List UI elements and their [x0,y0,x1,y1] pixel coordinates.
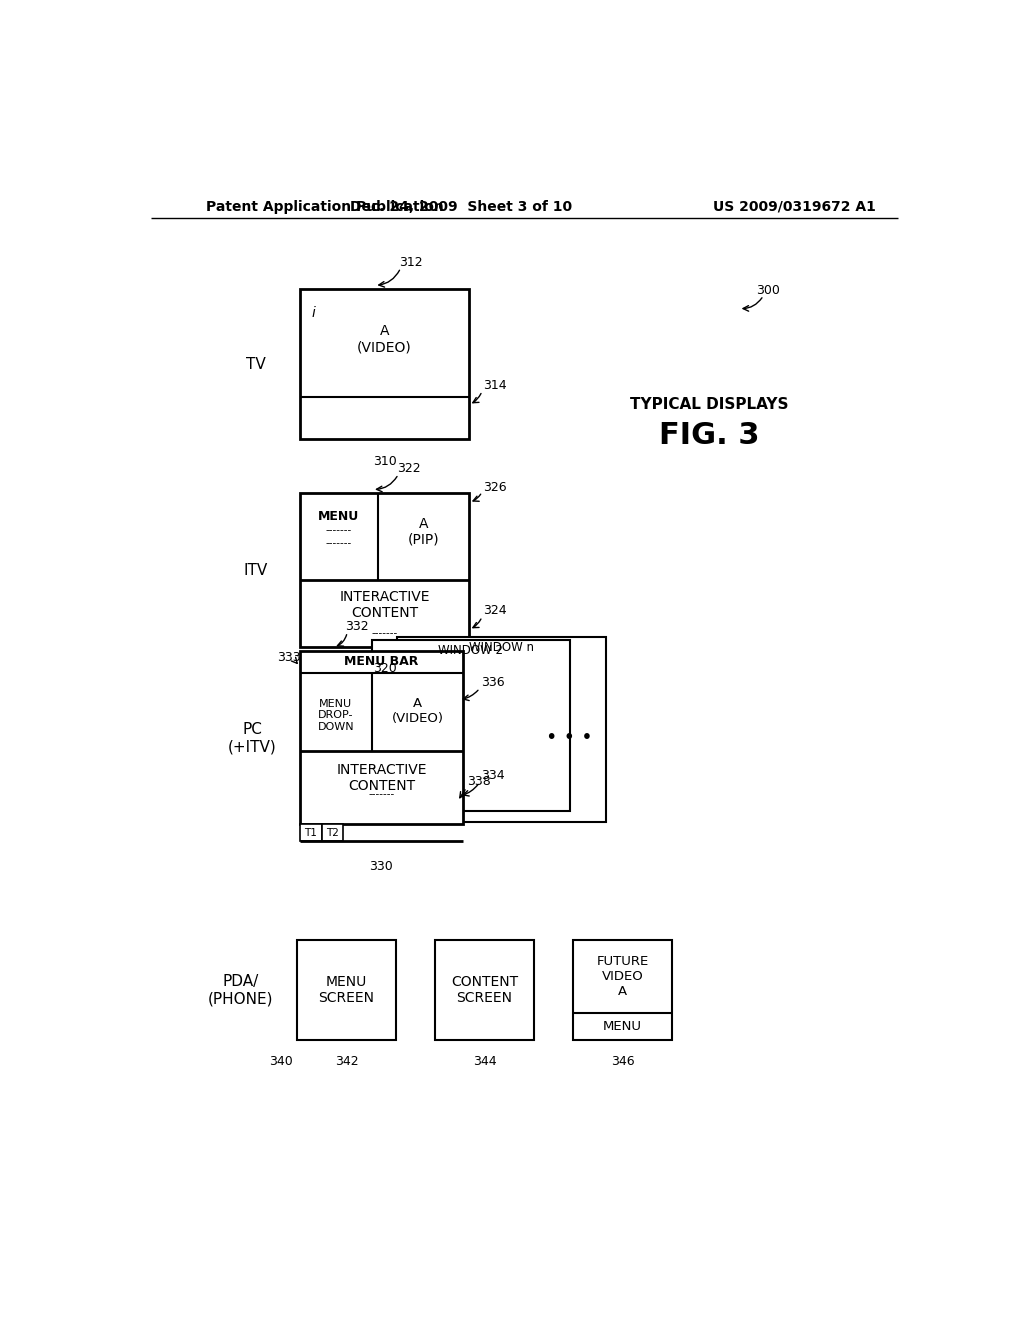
Text: A
(VIDEO): A (VIDEO) [391,697,443,725]
Text: TYPICAL DISPLAYS: TYPICAL DISPLAYS [630,397,788,412]
Text: Dec. 24, 2009  Sheet 3 of 10: Dec. 24, 2009 Sheet 3 of 10 [350,199,572,214]
Text: T2: T2 [327,828,339,838]
Text: A
(VIDEO): A (VIDEO) [357,325,412,355]
Text: -------: ------- [369,788,394,799]
Text: 300: 300 [756,284,779,297]
Text: MENU: MENU [318,511,359,523]
Bar [300,825,322,841]
Text: ITV: ITV [244,562,268,578]
Text: CONTENT
SCREEN: CONTENT SCREEN [451,975,518,1005]
Bar [372,640,569,812]
Text: INTERACTIVE
CONTENT: INTERACTIVE CONTENT [339,590,430,620]
Text: 326: 326 [483,480,507,494]
Text: 336: 336 [480,676,504,689]
Text: Patent Application Publication: Patent Application Publication [206,199,443,214]
Text: INTERACTIVE
CONTENT: INTERACTIVE CONTENT [336,763,427,793]
Text: 330: 330 [370,859,393,873]
Text: i: i [311,306,315,321]
Text: 340: 340 [269,1055,293,1068]
Bar [300,289,469,440]
Bar [435,940,535,1040]
Text: PC
(+ITV): PC (+ITV) [227,722,276,754]
Text: MENU BAR: MENU BAR [344,656,419,668]
Text: -------: ------- [372,628,397,639]
Text: • • •: • • • [547,729,593,747]
Text: 338: 338 [467,775,492,788]
Text: 346: 346 [610,1055,634,1068]
Text: WINDOW n: WINDOW n [469,640,535,653]
Text: PDA/
(PHONE): PDA/ (PHONE) [208,974,273,1006]
Text: 320: 320 [373,663,396,676]
Bar [300,651,463,825]
Text: FIG. 3: FIG. 3 [659,421,760,450]
Text: -------: ------- [326,525,352,536]
Text: -------: ------- [326,539,352,548]
Text: T1: T1 [304,828,317,838]
Text: MENU
SCREEN: MENU SCREEN [318,975,375,1005]
Text: WINDOW 2: WINDOW 2 [438,644,504,657]
Text: A
(PIP): A (PIP) [408,516,439,546]
Text: 312: 312 [399,256,423,269]
Bar [397,638,606,822]
Text: 342: 342 [335,1055,358,1068]
Text: TV: TV [246,356,266,372]
Bar [572,940,672,1040]
Text: 314: 314 [483,379,507,392]
Text: 344: 344 [473,1055,497,1068]
Text: US 2009/0319672 A1: US 2009/0319672 A1 [713,199,876,214]
Text: 334: 334 [480,770,504,783]
Bar [297,940,396,1040]
Text: 310: 310 [373,454,396,467]
Text: FUTURE
VIDEO
A: FUTURE VIDEO A [596,956,648,998]
Text: 333: 333 [278,651,301,664]
Text: 322: 322 [397,462,421,475]
Text: 324: 324 [483,603,507,616]
Text: 332: 332 [345,620,369,634]
Bar [322,825,343,841]
Text: MENU
DROP-
DOWN: MENU DROP- DOWN [317,698,354,731]
Bar [300,494,469,647]
Text: MENU: MENU [603,1020,642,1034]
